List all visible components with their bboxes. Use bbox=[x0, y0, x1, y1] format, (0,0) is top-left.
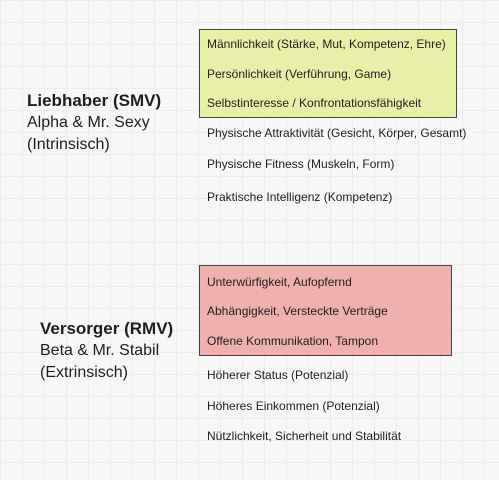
liebhaber-highlight-box bbox=[199, 29, 457, 118]
versorger-label: Versorger (RMV) Beta & Mr. Stabil (Extri… bbox=[40, 318, 173, 384]
liebhaber-item: Praktische Intelligenz (Kompetenz) bbox=[207, 190, 393, 204]
versorger-type: (Extrinsisch) bbox=[40, 364, 129, 381]
versorger-title: Versorger (RMV) bbox=[40, 319, 174, 338]
liebhaber-subtitle: Alpha & Mr. Sexy bbox=[27, 114, 150, 131]
liebhaber-item: Physische Fitness (Muskeln, Form) bbox=[207, 157, 395, 171]
versorger-highlight-item: Abhängigkeit, Versteckte Verträge bbox=[207, 304, 388, 318]
liebhaber-highlight-item: Selbstinteresse / Konfrontationsfähigkei… bbox=[207, 96, 422, 110]
versorger-subtitle: Beta & Mr. Stabil bbox=[40, 342, 160, 359]
liebhaber-type: (Intrinsisch) bbox=[27, 136, 110, 153]
liebhaber-title: Liebhaber (SMV) bbox=[27, 91, 162, 110]
liebhaber-item: Physische Attraktivität (Gesicht, Körper… bbox=[207, 126, 467, 140]
versorger-highlight-item: Unterwürfigkeit, Aufopfernd bbox=[207, 275, 352, 289]
versorger-item: Nützlichkeit, Sicherheit und Stabilität bbox=[207, 429, 402, 443]
versorger-item: Höherer Status (Potenzial) bbox=[207, 368, 349, 382]
versorger-item: Höheres Einkommen (Potenzial) bbox=[207, 399, 380, 413]
versorger-highlight-box bbox=[199, 265, 452, 356]
versorger-highlight-item: Offene Kommunikation, Tampon bbox=[207, 334, 378, 348]
liebhaber-label: Liebhaber (SMV) Alpha & Mr. Sexy (Intrin… bbox=[27, 90, 161, 156]
liebhaber-highlight-item: Persönlichkeit (Verführung, Game) bbox=[207, 67, 392, 81]
liebhaber-highlight-item: Männlichkeit (Stärke, Mut, Kompetenz, Eh… bbox=[207, 37, 446, 51]
